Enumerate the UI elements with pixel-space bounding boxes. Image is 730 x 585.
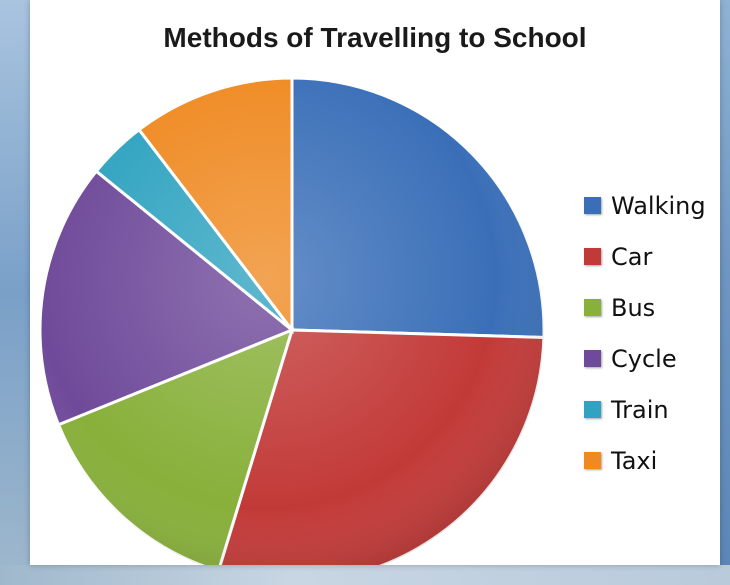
legend-label: Bus [611,293,656,322]
legend-label: Car [611,242,653,271]
legend-swatch [584,350,601,367]
pie-slices [38,76,546,565]
background-bottom [0,565,730,585]
chart-panel: Methods of Travelling to School Walking C… [30,0,720,565]
legend-item-train: Train [584,384,730,435]
legend-swatch [584,197,601,214]
legend-swatch [584,452,601,469]
legend-item-cycle: Cycle [584,333,730,384]
legend-item-walking: Walking [584,180,730,231]
legend-item-taxi: Taxi [584,435,730,486]
chart-title: Methods of Travelling to School [163,22,587,53]
legend-item-bus: Bus [584,282,730,333]
background-left [0,0,30,585]
legend: Walking Car Bus Cycle Train Taxi [584,180,730,486]
legend-label: Train [611,395,669,424]
legend-swatch [584,248,601,265]
legend-label: Walking [611,191,706,220]
legend-item-car: Car [584,231,730,282]
pie-slice-walking [290,76,546,340]
legend-swatch [584,401,601,418]
legend-label: Cycle [611,344,677,373]
legend-swatch [584,299,601,316]
legend-label: Taxi [611,446,658,475]
